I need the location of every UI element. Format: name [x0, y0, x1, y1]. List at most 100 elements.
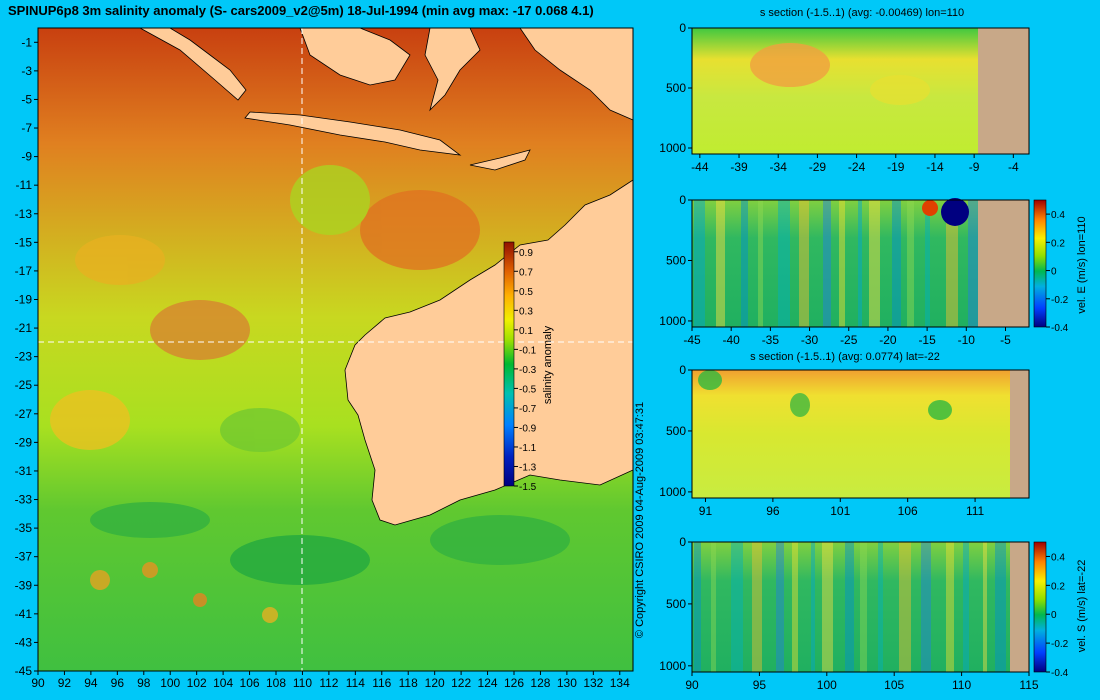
- section-velocity-east-land: [978, 200, 1029, 327]
- velocity-stripe: [963, 542, 969, 672]
- velocity-colorbar-tick-label: -0.4: [1051, 323, 1069, 334]
- velocity-stripe: [731, 542, 743, 672]
- velocity-stripe: [892, 200, 901, 327]
- section-x-tick-label: 90: [685, 678, 699, 692]
- map-x-tick-label: 94: [84, 676, 98, 690]
- salinity-colorbar-tick-label: 0.3: [519, 306, 533, 317]
- map-y-tick-label: -31: [15, 464, 33, 478]
- velocity-stripe: [878, 542, 883, 672]
- velocity-colorbar-tick-label: -0.2: [1051, 639, 1069, 650]
- map-y-tick-label: -9: [21, 150, 32, 164]
- velocity-stripe: [946, 542, 954, 672]
- map-x-tick-label: 90: [31, 676, 45, 690]
- section-y-tick-label: 500: [666, 597, 686, 611]
- map-x-tick-label: 112: [319, 676, 338, 690]
- salinity-colorbar-label: salinity anomaly: [542, 325, 554, 404]
- map-y-tick-label: -45: [15, 664, 33, 678]
- section-y-tick-label: 500: [666, 253, 686, 267]
- section-x-tick-label: 101: [830, 504, 850, 518]
- salinity-colorbar-tick-label: 0.5: [519, 287, 533, 298]
- section-x-tick-label: 110: [952, 678, 971, 692]
- salinity-colorbar-tick-label: -0.7: [519, 404, 537, 415]
- velocity-east-colorbar: 0.4 0.2 0 -0.2 -0.4 vel. E (m/s) lon=110: [1033, 199, 1088, 334]
- velocity-colorbar-tick-label: -0.4: [1051, 668, 1069, 679]
- velocity-stripe: [694, 542, 701, 672]
- section-x-tick-label: 111: [966, 504, 985, 518]
- map-x-tick-label: 108: [266, 676, 286, 690]
- map-y-tick-label: -37: [15, 550, 33, 564]
- map-x-tick-label: 118: [399, 676, 418, 690]
- section-y-tick-label: 0: [679, 21, 686, 35]
- velocity-east-colorbar-ramp: [1033, 199, 1047, 328]
- map-y-tick-label: -7: [21, 121, 32, 135]
- map-x-tick-label: 128: [530, 676, 550, 690]
- salinity-colorbar: 0.9 0.7 0.5 0.3 0.1 -0.1 -0.3 -0.5 -0.7 -0.9 -1.1 -…: [503, 241, 554, 493]
- map-x-tick-label: 114: [346, 676, 365, 690]
- map-x-tick-label: 120: [425, 676, 445, 690]
- section-x-tick-label: -24: [848, 160, 866, 174]
- section-x-tick-label: 95: [753, 678, 767, 692]
- map-x-tick-label: 126: [504, 676, 524, 690]
- section-y-tick-label: 0: [679, 363, 686, 377]
- salinity-colorbar-ticks: 0.9 0.7 0.5 0.3 0.1 -0.1 -0.3 -0.5 -0.7 -0.9 -1.1 -…: [514, 248, 537, 493]
- velocity-colorbar-tick-label: 0.4: [1051, 210, 1065, 221]
- map-y-tick-label: -15: [15, 235, 33, 249]
- velocity-stripe: [946, 200, 958, 327]
- velocity-south-colorbar: 0.4 0.2 0 -0.2 -0.4 vel. S (m/s) lat=-22: [1033, 541, 1088, 679]
- velocity-stripe: [823, 200, 831, 327]
- velocity-east-colorbar-label: vel. E (m/s) lon=110: [1076, 216, 1088, 313]
- map-x-tick-label: 100: [160, 676, 180, 690]
- map-x-tick-label: 102: [187, 676, 207, 690]
- section-x-tick-label: -45: [683, 333, 701, 347]
- section-x-tick-label: -34: [770, 160, 788, 174]
- map-y-tick-label: -19: [15, 292, 33, 306]
- velocity-stripe: [811, 542, 815, 672]
- borneo-land: [299, 27, 411, 86]
- section-x-tick-label: 105: [884, 678, 904, 692]
- map-y-tick-label: -11: [16, 178, 33, 192]
- map-y-tick-label: -41: [15, 607, 33, 621]
- sulawesi-land: [424, 27, 481, 112]
- map-y-tick-label: -39: [15, 578, 33, 592]
- section-salinity-lat-field: [692, 370, 1029, 498]
- map-y-tick-label: -43: [15, 635, 33, 649]
- map-y-tick-label: -29: [15, 435, 33, 449]
- section-x-tick-label: -29: [809, 160, 827, 174]
- sumatra-land: [139, 27, 247, 101]
- section-y-tick-label: 500: [666, 81, 686, 95]
- section-x-tick-label: -14: [926, 160, 944, 174]
- map-y-tick-label: -17: [15, 264, 33, 278]
- map-x-tick-label: 92: [58, 676, 72, 690]
- velocity-stripe: [925, 200, 930, 327]
- velocity-stripe: [983, 542, 987, 672]
- salinity-colorbar-tick-label: -0.5: [519, 384, 537, 395]
- section-salinity-lon-title: s section (-1.5..1) (avg: -0.00469) lon=…: [760, 7, 964, 19]
- section-salinity-lat: s section (-1.5..1) (avg: 0.0774) lat=-2…: [659, 351, 1030, 518]
- map-y-tick-label: -1: [21, 35, 32, 49]
- map-x-tick-label: 132: [583, 676, 603, 690]
- map-x-tick-label: 110: [293, 676, 312, 690]
- section-y-tick-label: 1000: [659, 141, 686, 155]
- section-x-tick-label: 115: [1019, 678, 1038, 692]
- map-x-tick-label: 106: [240, 676, 260, 690]
- section-x-tick-label: -44: [691, 160, 709, 174]
- velocity-colorbar-tick-label: 0: [1051, 267, 1057, 278]
- section-salinity-lon-land: [978, 28, 1029, 154]
- section-x-tick-label: -4: [1008, 160, 1019, 174]
- map-x-ticks: 90 92 94 96 98 100 102 104 106 108 110 112 114 116 118…: [31, 671, 630, 690]
- section-x-tick-label: -10: [958, 333, 976, 347]
- velocity-south-colorbar-ramp: [1033, 541, 1047, 673]
- map-x-tick-label: 130: [557, 676, 577, 690]
- section-x-tick-label: -30: [801, 333, 819, 347]
- velocity-stripe: [921, 542, 931, 672]
- velocity-stripe: [839, 200, 845, 327]
- section-y-tick-label: 0: [679, 535, 686, 549]
- section-x-tick-label: -20: [879, 333, 897, 347]
- velocity-stripe: [694, 200, 705, 327]
- map-y-tick-label: -35: [15, 521, 33, 535]
- section-x-tick-label: 106: [898, 504, 918, 518]
- section-x-tick-label: -25: [840, 333, 858, 347]
- velocity-colorbar-tick-label: 0.2: [1051, 238, 1065, 249]
